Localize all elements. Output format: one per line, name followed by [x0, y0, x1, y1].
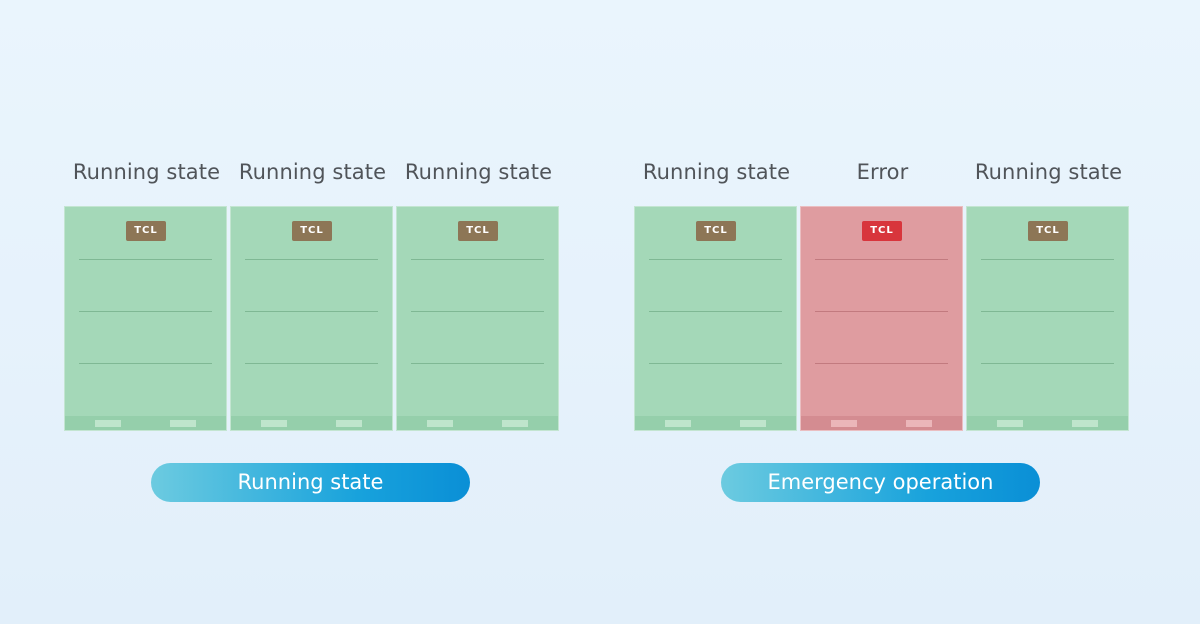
panel-seam [79, 259, 212, 260]
emergency-group: Running state Error Running state TCL TC… [634, 160, 1129, 505]
unit-label-3: Running state [404, 160, 553, 184]
brand-badge: TCL [458, 221, 498, 241]
unit-labels: Running state Running state Running stat… [64, 160, 559, 192]
unit-foot [261, 420, 287, 427]
panel-seam [245, 363, 378, 364]
normal-group: Running state Running state Running stat… [64, 160, 559, 505]
unit-base [801, 416, 962, 430]
panel-seam [79, 311, 212, 312]
unit-label-1: Running state [642, 160, 791, 184]
unit-label-error: Error [856, 160, 909, 184]
unit-label-1: Running state [72, 160, 221, 184]
panel-seam [411, 259, 544, 260]
unit-base [65, 416, 226, 430]
unit-foot [906, 420, 932, 427]
unit-base [231, 416, 392, 430]
unit-base [397, 416, 558, 430]
mode-label-running: Running state [151, 463, 470, 502]
brand-badge: TCL [696, 221, 736, 241]
panel-seam [981, 259, 1114, 260]
panel-seam [411, 311, 544, 312]
unit-foot [502, 420, 528, 427]
unit-base [967, 416, 1128, 430]
panel-seam [411, 363, 544, 364]
unit-foot [170, 420, 196, 427]
panel-seam [245, 311, 378, 312]
outdoor-unit-3: TCL [966, 206, 1129, 431]
unit-labels: Running state Error Running state [634, 160, 1129, 192]
outdoor-unit-1: TCL [634, 206, 797, 431]
panel-seam [815, 259, 948, 260]
unit-foot [95, 420, 121, 427]
unit-foot [336, 420, 362, 427]
panel-seam [815, 363, 948, 364]
panel-seam [981, 363, 1114, 364]
outdoor-units: TCL TCL TCL [64, 206, 559, 431]
brand-badge-error: TCL [862, 221, 902, 241]
unit-foot [997, 420, 1023, 427]
unit-label-3: Running state [974, 160, 1123, 184]
brand-badge: TCL [126, 221, 166, 241]
unit-base [635, 416, 796, 430]
panel-seam [649, 363, 782, 364]
outdoor-unit-error: TCL [800, 206, 963, 431]
unit-foot [427, 420, 453, 427]
panel-seam [815, 311, 948, 312]
unit-foot [740, 420, 766, 427]
panel-seam [245, 259, 378, 260]
outdoor-unit-3: TCL [396, 206, 559, 431]
brand-badge: TCL [1028, 221, 1068, 241]
unit-foot [1072, 420, 1098, 427]
outdoor-unit-2: TCL [230, 206, 393, 431]
mode-label-emergency: Emergency operation [721, 463, 1040, 502]
panel-seam [981, 311, 1114, 312]
unit-foot [665, 420, 691, 427]
unit-foot [831, 420, 857, 427]
panel-seam [79, 363, 212, 364]
brand-badge: TCL [292, 221, 332, 241]
panel-seam [649, 311, 782, 312]
unit-label-2: Running state [238, 160, 387, 184]
outdoor-unit-1: TCL [64, 206, 227, 431]
outdoor-units: TCL TCL TCL [634, 206, 1129, 431]
panel-seam [649, 259, 782, 260]
